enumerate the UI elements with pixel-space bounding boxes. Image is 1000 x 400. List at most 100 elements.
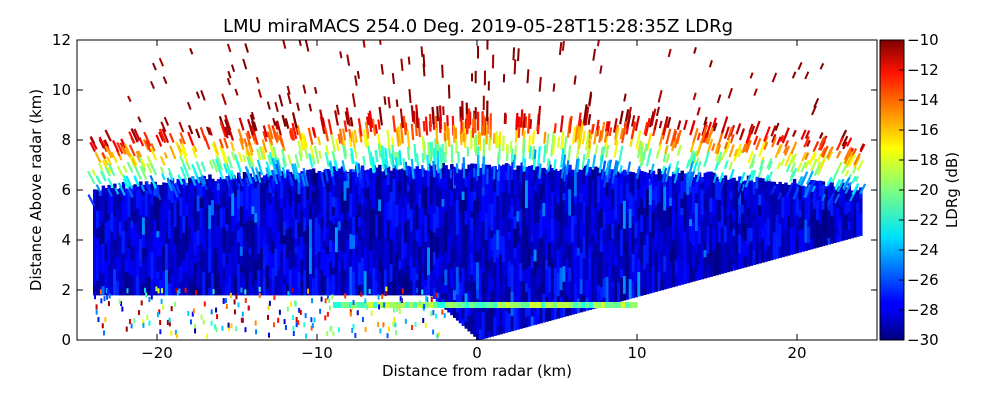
ldr-cell: [836, 207, 840, 228]
bright-band-cell: [401, 302, 406, 308]
ldr-cell: [542, 234, 546, 255]
ldr-cell: [406, 190, 411, 204]
ldr-cell: [539, 262, 543, 285]
ldr-cell: [340, 221, 345, 234]
ldr-streak: [791, 153, 798, 164]
ldr-cell: [536, 166, 540, 185]
ldr-streak: [414, 121, 418, 137]
ldr-cell: [694, 202, 699, 231]
ldr-cell: [262, 242, 267, 259]
ldr-cell: [386, 201, 391, 221]
ldr-cell: [450, 286, 454, 316]
ldr-streak: [180, 148, 189, 163]
ldr-cell: [614, 256, 618, 266]
ldr-streak: [752, 135, 759, 146]
ldr-streak: [736, 185, 744, 199]
ldr-cell: [285, 175, 290, 195]
ldr-cell: [726, 179, 731, 186]
ldr-cell: [141, 263, 146, 284]
ldr-streak: [728, 144, 735, 158]
ldr-cell: [375, 214, 379, 237]
ldr-cell: [389, 191, 394, 220]
ldr-cell: [421, 224, 425, 248]
ldr-streak: [177, 174, 184, 185]
ldr-cell: [810, 215, 814, 239]
clutter-cell: [441, 294, 444, 300]
ldr-cell: [507, 192, 512, 212]
ldr-streak: [274, 121, 279, 130]
ldr-cell: [98, 210, 103, 226]
ldr-streak: [748, 123, 754, 133]
ldr-cell: [222, 190, 227, 207]
ldr-cell: [409, 209, 414, 232]
ldr-streak: [140, 159, 146, 168]
ldr-cell: [156, 237, 160, 257]
clutter-cell: [394, 330, 397, 336]
ldr-cell: [461, 191, 466, 200]
ldr-streak: [614, 127, 620, 146]
ldr-cell: [297, 236, 301, 246]
ldr-cell: [792, 178, 797, 203]
ldr-cell: [378, 199, 382, 212]
ldr-streak: [396, 151, 400, 167]
ldr-cell: [127, 216, 132, 225]
ldr-streak: [276, 157, 282, 169]
ldr-cell: [352, 216, 356, 236]
ldr-cell: [98, 225, 103, 246]
ldr-streak: [348, 137, 353, 147]
ldr-cell: [429, 230, 434, 259]
ldr-cell: [432, 232, 437, 253]
ldr-cell: [231, 174, 235, 194]
ldr-streak: [195, 161, 203, 176]
ldr-cell: [268, 192, 273, 205]
ldr-cell: [476, 251, 480, 263]
ldr-cell: [556, 295, 561, 306]
ldr-cell: [741, 237, 745, 246]
ldr-cell: [614, 283, 618, 303]
ldr-cell: [683, 220, 687, 232]
ldr-cell: [591, 206, 595, 216]
ldr-streak: [717, 178, 726, 196]
clutter-cell: [146, 314, 149, 320]
bright-band-cell: [633, 302, 638, 308]
ldr-cell: [234, 196, 238, 225]
ldr-cell: [666, 265, 670, 280]
bright-band-cell: [521, 302, 526, 308]
ldr-cell: [93, 260, 97, 283]
ldr-streak: [821, 145, 829, 158]
ldr-cell: [389, 238, 394, 264]
clutter-cell: [328, 297, 331, 303]
ldr-cell: [237, 183, 241, 209]
ldr-cell: [772, 250, 777, 260]
ldr-cell: [720, 205, 725, 228]
ldr-cell: [680, 198, 684, 209]
ldr-cell: [533, 201, 538, 224]
ldr-cell: [130, 220, 134, 229]
ldr-cell: [602, 171, 607, 174]
ldr-cell: [208, 287, 212, 296]
ldr-cell: [309, 169, 313, 183]
ldr-cell: [205, 251, 209, 270]
ldr-cell: [156, 197, 160, 212]
ldr-streak: [397, 126, 402, 146]
ldr-streak: [664, 166, 671, 183]
ldr-streak: [758, 159, 765, 171]
ldr-cell: [585, 170, 589, 199]
ldr-streak: [705, 121, 713, 139]
ldr-streak-top: [753, 88, 758, 96]
ldr-cell: [473, 224, 477, 250]
ldr-streak: [806, 170, 814, 185]
ldr-streak: [107, 167, 112, 174]
ldr-cell: [265, 173, 270, 180]
ldr-streak: [134, 177, 140, 187]
ldr-cell: [660, 231, 664, 251]
ldr-streak: [723, 126, 730, 139]
ldr-cell: [481, 257, 486, 273]
ldr-streak: [771, 185, 777, 194]
ldr-streak: [426, 154, 430, 171]
clutter-cell: [168, 321, 171, 327]
ldr-cell: [458, 169, 463, 176]
ldr-cell: [755, 176, 759, 189]
x-tick-label: −10: [301, 344, 333, 362]
ldr-cell: [464, 176, 468, 188]
